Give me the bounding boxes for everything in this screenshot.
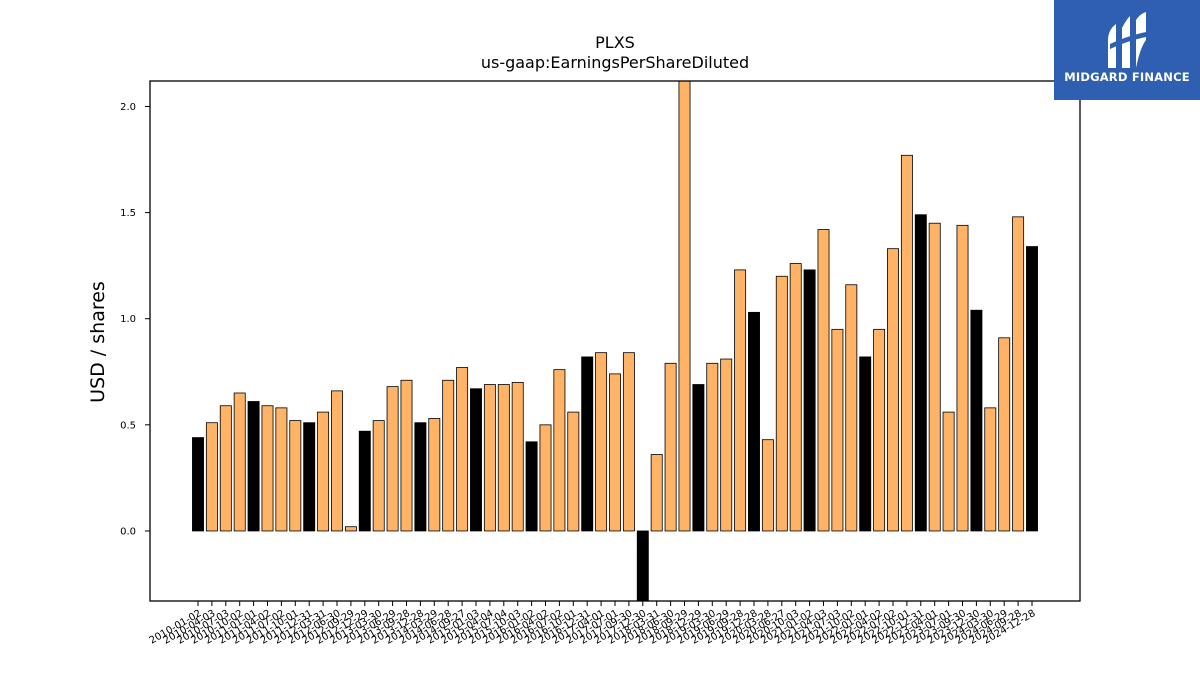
bar — [609, 373, 621, 532]
y-axis-label: USD / shares — [87, 281, 109, 403]
bar — [734, 269, 747, 532]
bar — [233, 392, 246, 532]
bar — [928, 222, 941, 532]
bar — [289, 420, 302, 532]
bar — [192, 437, 204, 532]
bar — [998, 337, 1011, 532]
bar — [511, 381, 524, 532]
bar — [261, 405, 274, 532]
bar — [761, 439, 774, 532]
y-tick-label: 0.5 — [120, 420, 136, 431]
bar — [650, 454, 663, 532]
bar — [247, 401, 260, 532]
bar — [775, 275, 788, 532]
brand-name: MIDGARD FINANCE — [1064, 70, 1190, 84]
bar — [303, 422, 316, 532]
bar — [497, 384, 510, 532]
bar — [372, 420, 385, 532]
bar — [400, 379, 413, 532]
bar — [567, 411, 580, 532]
bar — [720, 358, 733, 532]
bar — [581, 356, 594, 532]
y-tick-label: 0.0 — [120, 526, 136, 537]
y-tick-label: 1.0 — [120, 314, 136, 325]
bar — [692, 384, 705, 532]
bar — [873, 328, 886, 532]
bar — [205, 422, 218, 532]
bar — [219, 405, 232, 532]
bar — [539, 424, 552, 532]
bar — [831, 328, 844, 532]
bar — [428, 418, 441, 532]
bar — [706, 362, 719, 532]
bar — [956, 224, 969, 532]
bar — [748, 311, 760, 532]
bar — [859, 356, 872, 532]
bar — [942, 411, 955, 532]
bar — [317, 411, 330, 532]
bar — [331, 390, 343, 532]
bar — [386, 386, 399, 532]
bar — [789, 263, 802, 532]
bar — [456, 367, 469, 532]
plot-area: 0.00.51.01.52.02010-01-022010-04-032010-… — [120, 80, 1038, 647]
bar — [887, 248, 899, 532]
bar — [1012, 216, 1025, 532]
bar — [483, 384, 496, 532]
bar — [1026, 246, 1038, 532]
axes-frame — [149, 80, 1081, 602]
y-tick-label: 2.0 — [120, 102, 136, 113]
bar — [664, 362, 677, 532]
chart-subtitle: us-gaap:EarningsPerShareDiluted — [481, 53, 749, 72]
bar — [553, 369, 566, 532]
bar — [622, 352, 635, 532]
bar — [358, 430, 371, 532]
bar — [595, 352, 608, 532]
bar — [970, 309, 983, 532]
brand-logo: MIDGARD FINANCE — [1054, 0, 1200, 100]
bar — [344, 526, 357, 532]
bar — [442, 379, 455, 532]
bar — [275, 407, 288, 532]
bar — [803, 269, 816, 532]
bar — [414, 422, 427, 532]
y-tick-label: 1.5 — [120, 208, 136, 219]
bar — [900, 154, 913, 532]
chart-title: PLXS — [595, 33, 635, 52]
bar — [470, 388, 482, 532]
bar — [678, 80, 691, 532]
bar — [914, 214, 927, 532]
midgard-logo-icon — [1108, 12, 1146, 68]
bar — [845, 284, 858, 532]
bar — [636, 530, 649, 602]
bar — [984, 407, 997, 532]
bar — [817, 229, 830, 532]
bar — [525, 441, 538, 532]
